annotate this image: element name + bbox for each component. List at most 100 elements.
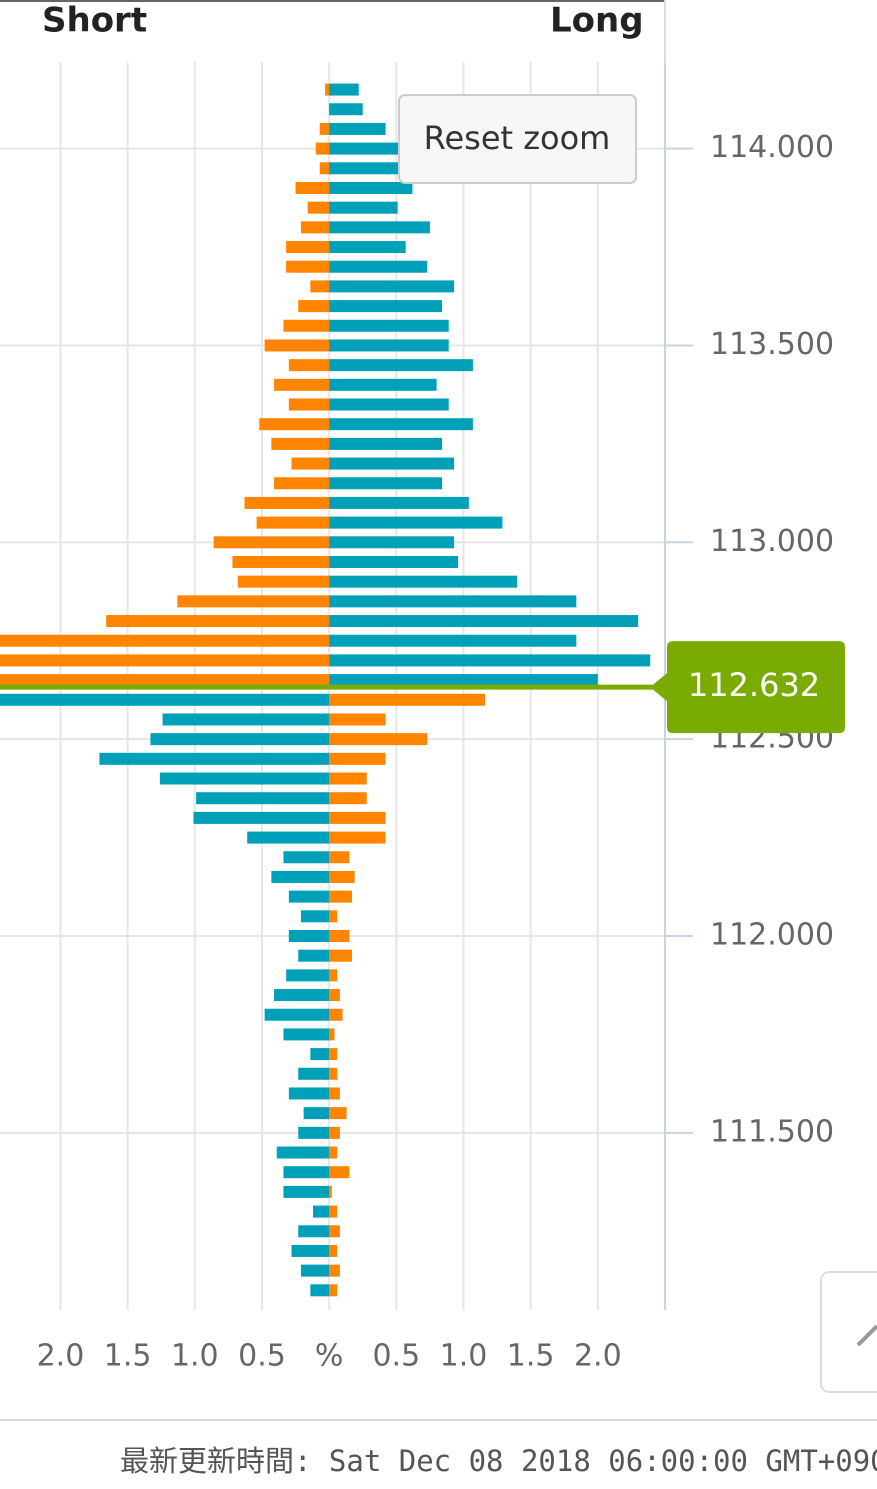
- bar: [329, 910, 338, 923]
- bar: [329, 615, 639, 628]
- bar: [329, 162, 404, 175]
- bar: [329, 1028, 335, 1041]
- bar: [329, 654, 651, 667]
- bar: [329, 241, 406, 254]
- bar: [329, 319, 449, 332]
- bar: [329, 1264, 340, 1277]
- bar: [329, 1166, 350, 1179]
- bar: [259, 418, 330, 431]
- bar: [162, 713, 330, 726]
- bar: [298, 1067, 330, 1080]
- bar: [288, 890, 330, 903]
- y-tick-label: 111.500: [710, 1114, 834, 1149]
- bar: [274, 989, 330, 1002]
- bar: [329, 1008, 343, 1021]
- bar: [329, 437, 442, 450]
- bar: [329, 103, 363, 116]
- bar: [150, 733, 330, 746]
- bar: [193, 811, 330, 824]
- bar: [329, 516, 503, 529]
- bar: [315, 142, 330, 155]
- bar: [196, 792, 330, 805]
- bar: [329, 221, 430, 234]
- bar: [329, 201, 398, 214]
- bar: [329, 693, 485, 706]
- y-tick-label: 113.000: [710, 524, 834, 559]
- long-header: Long: [550, 1, 644, 41]
- bar: [271, 437, 330, 450]
- bar: [298, 1225, 330, 1238]
- bar: [329, 1126, 340, 1139]
- bar: [303, 1107, 330, 1120]
- x-tick-label: 1.5: [507, 1339, 555, 1374]
- bar: [0, 654, 330, 667]
- x-tick-label: 2.0: [574, 1339, 622, 1374]
- bar: [288, 359, 330, 372]
- button-label[interactable]: Reset zoom: [424, 119, 611, 157]
- bar: [329, 811, 386, 824]
- bar: [329, 890, 352, 903]
- current-price-flag: [650, 641, 845, 734]
- bar: [329, 1205, 338, 1218]
- x-tick-label: 0.5: [372, 1339, 420, 1374]
- current-price-label: 112.632: [688, 666, 820, 704]
- bar: [329, 1185, 332, 1198]
- bar: [286, 241, 330, 254]
- bar: [329, 792, 367, 805]
- bar: [0, 634, 330, 647]
- bar: [329, 359, 473, 372]
- reset-zoom-button[interactable]: Reset zoom: [398, 94, 637, 184]
- bar: [300, 1264, 330, 1277]
- bar: [264, 339, 330, 352]
- bar: [310, 1284, 330, 1297]
- bar: [329, 831, 386, 844]
- bar: [159, 772, 330, 785]
- bar: [329, 1087, 340, 1100]
- bar: [271, 870, 330, 883]
- x-tick-label: 1.0: [440, 1339, 488, 1374]
- bar: [329, 477, 442, 490]
- bar: [313, 1205, 330, 1218]
- bar: [237, 575, 330, 588]
- bar: [329, 122, 386, 135]
- bar: [329, 851, 350, 864]
- button-frame[interactable]: [398, 94, 637, 184]
- bar: [329, 772, 367, 785]
- bar: [329, 1107, 347, 1120]
- bar: [106, 615, 330, 628]
- bar: [319, 122, 330, 135]
- bar: [310, 1048, 330, 1061]
- bar: [325, 83, 330, 96]
- bar: [244, 496, 330, 509]
- bar: [329, 398, 449, 411]
- bar: [329, 260, 428, 273]
- bar: [276, 1146, 330, 1159]
- y-tick-label: 114.000: [710, 130, 834, 165]
- bar: [329, 713, 386, 726]
- bar: [329, 1225, 340, 1238]
- bar: [329, 83, 359, 96]
- bar: [298, 1126, 330, 1139]
- bar: [329, 674, 598, 687]
- bar: [0, 693, 330, 706]
- bar: [329, 929, 350, 942]
- bar: [213, 536, 330, 549]
- bar: [300, 910, 330, 923]
- bar: [329, 634, 577, 647]
- bar: [298, 949, 330, 962]
- bar: [329, 142, 401, 155]
- bar: [329, 949, 352, 962]
- x-tick-label: %: [315, 1339, 344, 1374]
- bar: [329, 555, 459, 568]
- bar: [247, 831, 330, 844]
- bar: [329, 181, 413, 194]
- bar: [329, 870, 355, 883]
- bar: [329, 378, 437, 391]
- side-widget[interactable]: [820, 1271, 877, 1393]
- bar: [264, 1008, 330, 1021]
- bar: [329, 752, 386, 765]
- bar: [99, 752, 330, 765]
- bar: [329, 457, 455, 470]
- bar: [329, 989, 340, 1002]
